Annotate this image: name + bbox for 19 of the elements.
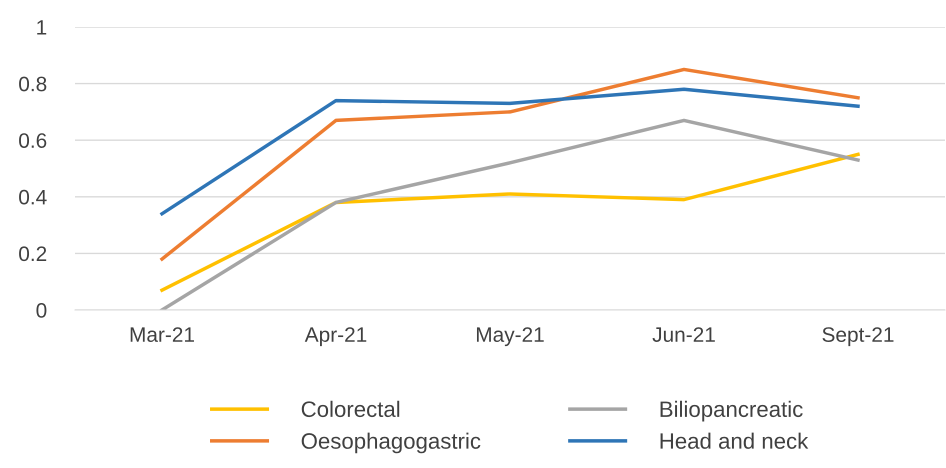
y-tick-label: 1 xyxy=(37,20,46,35)
y-tick-label: 0.4 xyxy=(19,190,47,205)
x-tick-label: Jun-21 xyxy=(652,327,715,342)
y-tick-label: 0 xyxy=(36,303,46,318)
y-tick-label: 0.8 xyxy=(19,76,46,92)
x-tick-label: Apr-21 xyxy=(304,327,366,346)
legend-label: Oesophagogastric xyxy=(302,432,480,454)
legend-label: Biliopancreatic xyxy=(660,400,803,422)
line-series xyxy=(160,88,860,216)
y-tick-label: 0.6 xyxy=(19,133,46,148)
legend-label: Head and neck xyxy=(660,432,808,449)
x-tick-label: Sept-21 xyxy=(822,327,894,346)
x-tick-label: May-21 xyxy=(476,327,544,346)
y-tick-label: 0.2 xyxy=(19,246,46,262)
line-series xyxy=(160,118,860,310)
x-tick-label: Mar-21 xyxy=(130,327,194,342)
line-series xyxy=(160,68,860,261)
legend-label: Colorectal xyxy=(302,400,400,418)
line-series xyxy=(160,152,860,292)
